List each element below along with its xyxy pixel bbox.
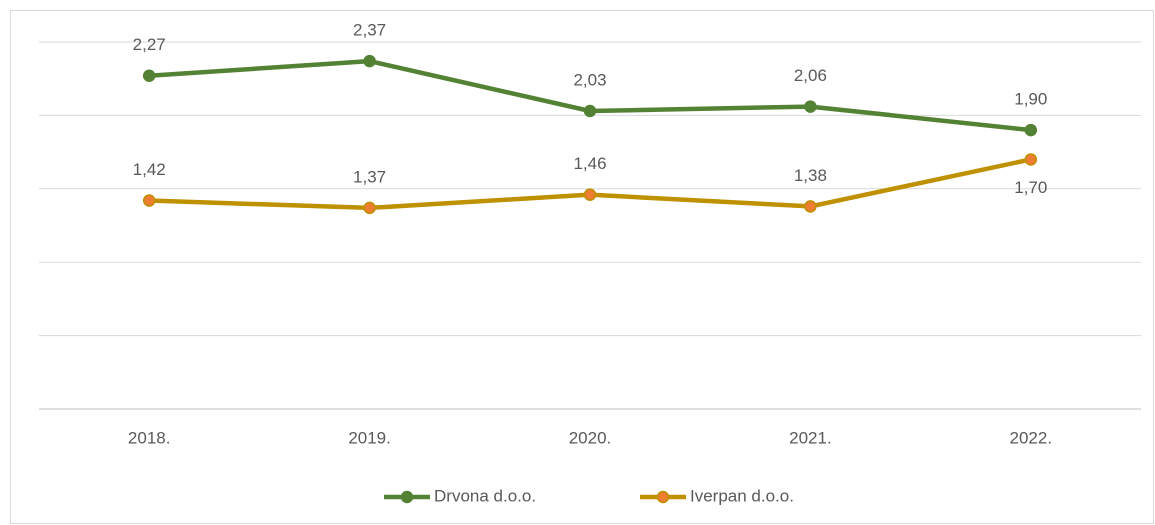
data-label: 2,03 bbox=[573, 70, 606, 89]
marker bbox=[583, 104, 597, 118]
x-tick-label: 2019. bbox=[348, 428, 391, 447]
data-label: 2,06 bbox=[794, 66, 827, 85]
marker bbox=[583, 188, 597, 201]
data-label: 2,27 bbox=[133, 35, 166, 54]
data-label: 1,38 bbox=[794, 166, 827, 185]
marker bbox=[1024, 153, 1038, 166]
data-label: 1,37 bbox=[353, 167, 386, 186]
marker bbox=[804, 200, 817, 213]
marker bbox=[1024, 123, 1038, 137]
x-tick-label: 2018. bbox=[128, 428, 171, 447]
marker bbox=[142, 194, 156, 207]
legend-label: Iverpan d.o.o. bbox=[690, 486, 794, 505]
chart-border bbox=[10, 10, 1154, 524]
x-tick-label: 2022. bbox=[1010, 428, 1053, 447]
data-label: 1,70 bbox=[1014, 178, 1047, 197]
data-label: 1,90 bbox=[1014, 90, 1047, 109]
marker bbox=[363, 54, 376, 68]
data-label: 1,46 bbox=[573, 154, 606, 173]
marker bbox=[363, 201, 376, 215]
data-label: 1,42 bbox=[133, 160, 166, 179]
legend-marker bbox=[400, 490, 414, 504]
data-label: 2,37 bbox=[353, 21, 386, 40]
marker bbox=[142, 69, 156, 83]
legend-label: Drvona d.o.o. bbox=[434, 486, 536, 505]
marker bbox=[804, 100, 817, 113]
x-tick-label: 2021. bbox=[789, 428, 832, 447]
x-tick-label: 2020. bbox=[569, 428, 612, 447]
legend-marker bbox=[656, 490, 670, 504]
